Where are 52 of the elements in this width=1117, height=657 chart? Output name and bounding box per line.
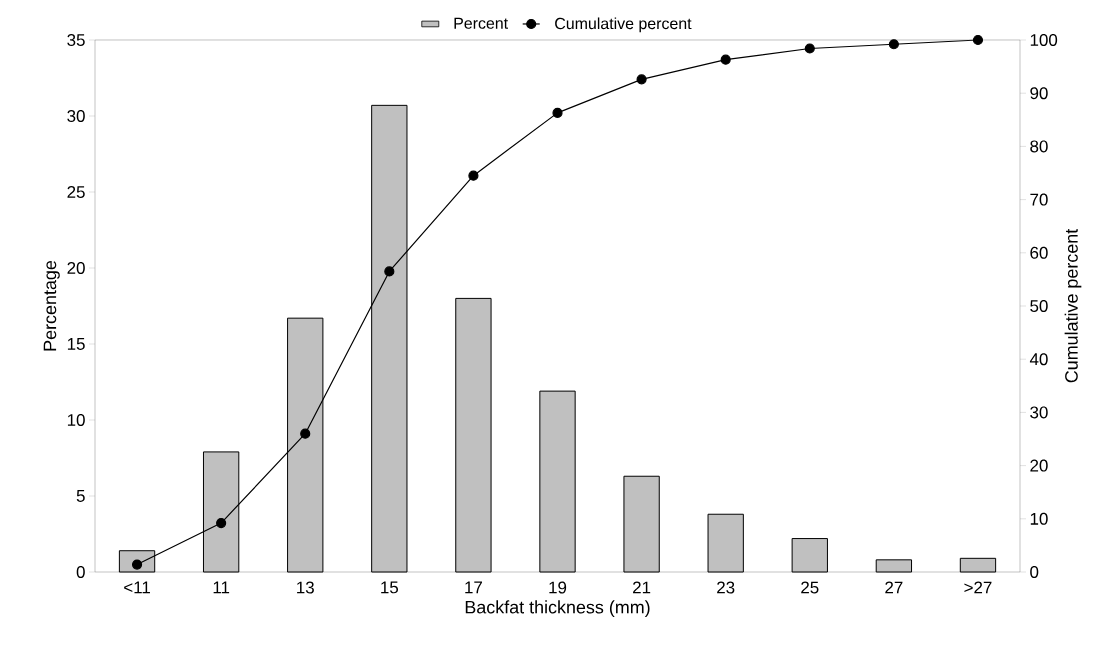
y2-tick-label: 20 — [1030, 459, 1048, 472]
bar — [707, 513, 744, 573]
point — [300, 428, 311, 439]
y2-tick-label: 60 — [1030, 246, 1048, 259]
y2-tick-label: 30 — [1030, 406, 1048, 419]
x-tick-label: <11 — [124, 581, 150, 594]
x-tick-label: 19 — [549, 581, 567, 594]
bar — [959, 557, 997, 573]
y-tick-label: 15 — [67, 338, 85, 350]
y-tick-label: 10 — [67, 414, 85, 426]
y2-tick-label: 10 — [1030, 512, 1048, 525]
point — [888, 39, 899, 50]
y2-axis-title: Cumulative percent — [1064, 228, 1082, 383]
y2-tick-label: 0 — [1030, 566, 1039, 578]
y-tick-label: 35 — [67, 34, 85, 46]
point — [384, 266, 395, 277]
point — [636, 74, 647, 85]
y-tick-label: 30 — [67, 110, 85, 122]
legend-label: Cumulative percent — [555, 17, 692, 33]
y2-tick-label: 90 — [1030, 87, 1048, 100]
x-tick-label: 21 — [633, 581, 651, 594]
x-tick-label: 13 — [297, 581, 314, 594]
point — [972, 34, 984, 46]
bar — [623, 475, 660, 573]
legend-label: Percent — [454, 17, 508, 29]
x-tick-label: 23 — [717, 581, 735, 594]
y2-tick-label: 40 — [1029, 353, 1048, 366]
y-tick-label: 25 — [67, 186, 85, 198]
point — [720, 54, 731, 65]
y2-tick-label: 50 — [1030, 300, 1048, 312]
x-tick-label: >27 — [964, 581, 992, 594]
point — [216, 517, 227, 529]
x-tick-label: 25 — [801, 581, 819, 594]
bar — [875, 559, 913, 573]
bar — [539, 390, 576, 573]
x-tick-label: 15 — [381, 581, 399, 594]
y-tick-label: 0 — [76, 566, 85, 578]
point — [468, 170, 479, 181]
y2-tick-label: 100 — [1030, 33, 1058, 46]
x-tick-label: 17 — [465, 581, 482, 594]
x-tick-label: 27 — [885, 581, 903, 594]
y2-tick-label: 80 — [1030, 140, 1048, 153]
bar — [455, 297, 492, 573]
y-tick-label: 5 — [76, 490, 85, 502]
y-tick-label: 20 — [67, 262, 85, 274]
point — [804, 43, 815, 54]
y-axis-title: Percentage — [43, 260, 60, 351]
bar — [791, 538, 828, 573]
y2-tick-label: 70 — [1030, 193, 1048, 206]
x-axis-title: Backfat thickness (mm) — [465, 600, 650, 618]
point — [552, 107, 563, 118]
x-tick-label: 11 — [213, 581, 230, 594]
